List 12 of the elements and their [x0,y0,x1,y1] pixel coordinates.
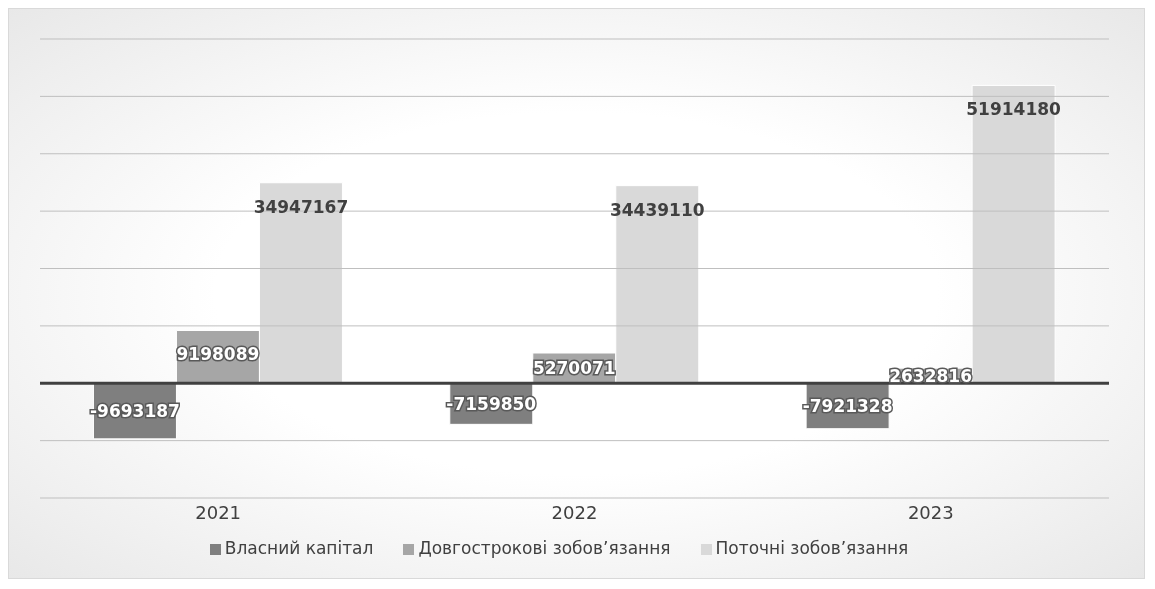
x-tick-label: 2022 [551,501,598,523]
data-label: 2632816 [889,365,973,386]
data-label: 34947167 [253,196,349,217]
data-label: 51914180 [966,99,1062,120]
data-label: 9198089 [176,344,260,365]
x-tick-label: 2021 [195,501,242,523]
data-label: 5270071 [532,358,616,379]
legend-label: Власний капітал [224,538,374,558]
legend-label: Довгострокові зобов’язання [418,538,671,558]
legend-label: Поточні зобов’язання [715,538,909,558]
x-tick-label: 2023 [907,501,954,523]
data-label: 34439110 [609,199,705,220]
